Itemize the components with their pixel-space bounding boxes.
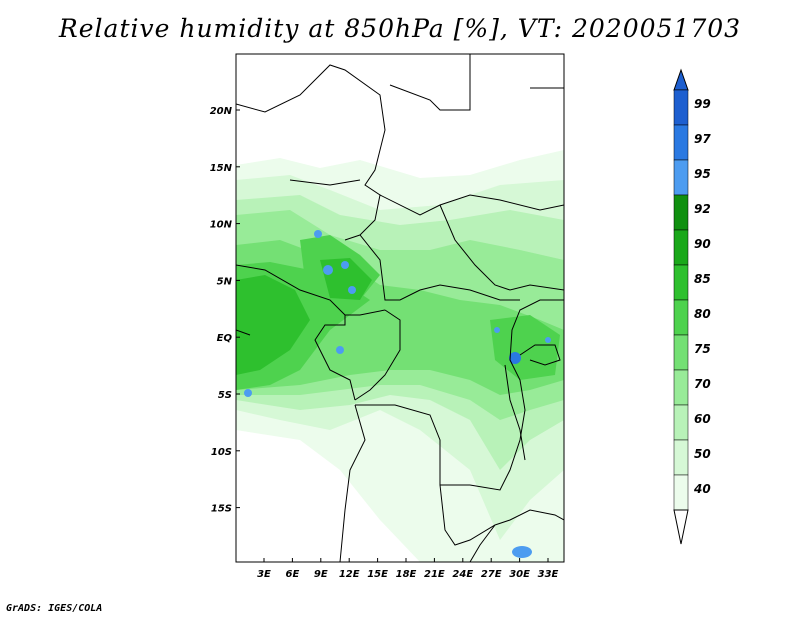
lon-tick-label: 9E — [314, 569, 328, 580]
footer-credit: GrADS: IGES/COLA — [6, 603, 103, 614]
colorbar-label: 75 — [694, 342, 711, 356]
lon-tick-label: 24E — [452, 569, 473, 580]
colorbar-label: 70 — [694, 377, 711, 391]
lat-tick-label: 15N — [210, 163, 233, 174]
lat-tick-label: 15S — [211, 504, 232, 515]
colorbar-segment — [673, 229, 689, 266]
lon-tick-label: 27E — [481, 569, 502, 580]
colorbar-segment — [673, 264, 689, 301]
latitude-axis: 20N 15N 10N 5N EQ 5S 10S 15S — [210, 106, 240, 515]
colorbar-segment — [673, 404, 689, 441]
colorbar-segment — [673, 124, 689, 161]
lon-tick-label: 3E — [257, 569, 271, 580]
map-title: Relative humidity at 850hPa [%], VT: 202… — [58, 14, 742, 43]
colorbar-label: 90 — [694, 237, 711, 251]
colorbar-bottom-arrow — [673, 509, 689, 545]
colorbar-segment — [673, 159, 689, 196]
colorbar: 99 97 95 92 90 85 80 75 70 60 50 40 — [673, 68, 711, 545]
colorbar-label: 50 — [694, 447, 711, 461]
colorbar-segment — [673, 474, 689, 511]
map-frame — [235, 53, 565, 563]
longitude-axis: 3E 6E 9E 12E 15E 18E 21E 24E 27E 30E 33E — [257, 558, 559, 580]
colorbar-label: 92 — [694, 202, 711, 216]
lon-tick-label: 6E — [286, 569, 300, 580]
colorbar-segment — [673, 334, 689, 371]
lon-tick-label: 15E — [367, 569, 388, 580]
lon-tick-label: 12E — [339, 569, 360, 580]
colorbar-segment — [673, 369, 689, 406]
colorbar-label: 97 — [694, 132, 711, 146]
colorbar-segment — [673, 89, 689, 126]
colorbar-label: 80 — [694, 307, 711, 321]
lon-tick-label: 18E — [396, 569, 417, 580]
colorbar-label: 99 — [694, 97, 711, 111]
lat-tick-label: 5N — [217, 276, 233, 287]
lon-tick-label: 21E — [424, 569, 445, 580]
colorbar-label: 60 — [694, 412, 711, 426]
lat-tick-label: 20N — [210, 106, 233, 117]
colorbar-label: 85 — [694, 272, 711, 286]
lon-tick-label: 33E — [538, 569, 559, 580]
colorbar-segment — [673, 299, 689, 336]
lat-tick-label: 10N — [210, 220, 233, 231]
colorbar-label: 40 — [693, 482, 711, 496]
country-borders — [236, 54, 564, 562]
lat-tick-label: 10S — [211, 447, 232, 458]
lon-tick-label: 30E — [509, 569, 530, 580]
colorbar-top-arrow — [673, 68, 689, 91]
lat-tick-label: EQ — [217, 333, 233, 344]
colorbar-segment — [673, 439, 689, 476]
colorbar-label: 95 — [694, 167, 711, 181]
colorbar-segment — [673, 194, 689, 231]
humidity-field — [236, 54, 564, 562]
lat-tick-label: 5S — [218, 390, 232, 401]
